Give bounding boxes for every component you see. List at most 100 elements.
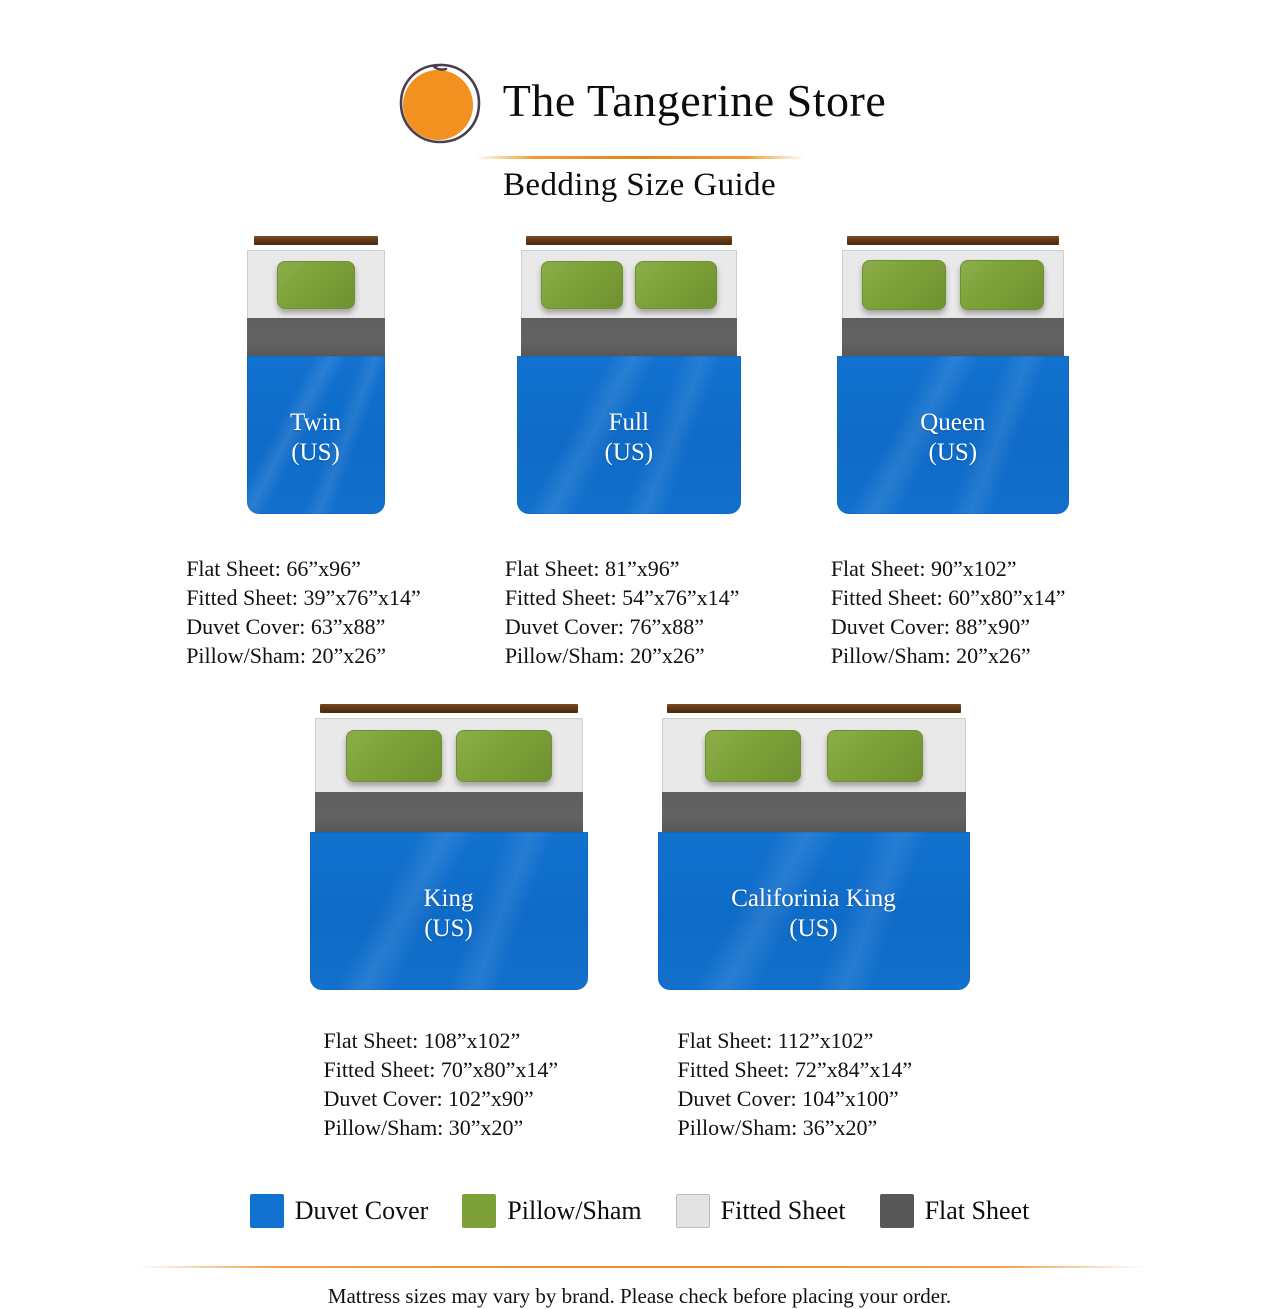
bed-label-twin: Twin (US) (290, 408, 341, 467)
spec-pillow-sham: Pillow/Sham: 36”x20” (677, 1115, 878, 1141)
duvet-cover-king: King (US) (309, 832, 588, 991)
specs-full: Flat Sheet: 81”x96” Fitted Sheet: 54”x76… (505, 554, 741, 670)
specs-twin: Flat Sheet: 66”x96” Fitted Sheet: 39”x76… (186, 554, 421, 670)
duvet-cover-twin: Twin (US) (246, 356, 385, 514)
flat-sheet-band (314, 792, 583, 833)
spec-pillow-sham: Pillow/Sham: 30”x20” (323, 1115, 524, 1141)
spec-fitted-sheet: Fitted Sheet: 39”x76”x14” (186, 585, 421, 611)
spec-duvet-cover: Duvet Cover: 88”x90” (830, 614, 1030, 640)
bed-size-name: Twin (289, 409, 342, 436)
brand-name: The Tangerine Store (502, 75, 887, 126)
pillow-group (316, 719, 582, 792)
footer-divider (134, 1266, 1145, 1269)
pillow-group (248, 251, 384, 318)
bed-size-name: King (423, 885, 474, 913)
bed-illustration-california-king: Califorinia King (US) (657, 704, 970, 991)
spec-duvet-cover: Duvet Cover: 104”x100” (677, 1086, 899, 1112)
pillow-sham (959, 259, 1044, 310)
spec-fitted-sheet: Fitted Sheet: 72”x84”x14” (677, 1057, 913, 1083)
spec-fitted-sheet: Fitted Sheet: 60”x80”x14” (830, 585, 1066, 611)
bed-region: (US) (424, 914, 473, 942)
flat-sheet-band (661, 792, 966, 833)
bed-region: (US) (291, 438, 340, 466)
spec-fitted-sheet: Fitted Sheet: 70”x80”x14” (323, 1057, 559, 1083)
bed-region: (US) (789, 914, 838, 942)
legend-item-duvet-cover: Duvet Cover (249, 1194, 429, 1229)
specs-queen: Flat Sheet: 90”x102” Fitted Sheet: 60”x8… (831, 554, 1069, 670)
spec-fitted-sheet: Fitted Sheet: 54”x76”x14” (504, 585, 740, 611)
fitted-sheet-area (841, 250, 1064, 318)
fitted-sheet-area (314, 718, 583, 793)
pillow-group (843, 251, 1063, 318)
bed-region: (US) (928, 438, 978, 466)
spec-flat-sheet: Flat Sheet: 112”x102” (677, 1028, 874, 1054)
flat-sheet-band (841, 318, 1064, 356)
spec-flat-sheet: Flat Sheet: 66”x96” (186, 556, 361, 581)
pillow-sham (455, 729, 552, 782)
bed-illustration-queen: Queen (US) (836, 236, 1069, 514)
orange-circle-icon (393, 58, 489, 150)
bed-size-name: Califorinia King (731, 885, 896, 913)
bed-card-queen: Queen (US) Flat Sheet: 90”x102” Fitted S… (831, 236, 1069, 670)
pillow-sham (540, 260, 623, 309)
bed-region: (US) (604, 438, 654, 466)
spec-pillow-sham: Pillow/Sham: 20”x26” (186, 643, 387, 669)
flat-sheet-band (520, 318, 737, 356)
spec-flat-sheet: Flat Sheet: 90”x102” (830, 556, 1017, 581)
bed-label-queen: Queen (US) (920, 408, 985, 467)
fitted-sheet-area (661, 718, 966, 793)
bed-illustration-twin: Twin (US) (210, 236, 421, 514)
legend-label: Duvet Cover (294, 1196, 429, 1226)
pillow-sham (826, 729, 923, 782)
fitted-sheet-swatch-icon (675, 1194, 710, 1229)
bed-illustration-full: Full (US) (516, 236, 741, 514)
headboard (319, 704, 578, 714)
pillow-sham (861, 259, 946, 310)
spec-duvet-cover: Duvet Cover: 102”x90” (323, 1086, 534, 1112)
pillow-sham (276, 260, 355, 309)
headboard (525, 236, 732, 245)
spec-pillow-sham: Pillow/Sham: 20”x26” (504, 643, 705, 669)
duvet-cover-california-king: Califorinia King (US) (657, 832, 970, 991)
fitted-sheet-area (520, 250, 737, 318)
bed-card-king: King (US) Flat Sheet: 108”x102” Fitted S… (309, 704, 588, 1142)
specs-california-king: Flat Sheet: 112”x102” Fitted Sheet: 72”x… (678, 1026, 970, 1142)
brand-row: The Tangerine Store (393, 58, 887, 150)
legend-item-pillow-sham: Pillow/Sham (462, 1194, 642, 1229)
footer-note: Mattress sizes may vary by brand. Please… (327, 1284, 952, 1309)
bed-card-california-king: Califorinia King (US) Flat Sheet: 112”x1… (657, 704, 970, 1142)
duvet-cover-swatch-icon (249, 1194, 284, 1229)
bed-size-name: Queen (920, 409, 986, 436)
legend-label: Fitted Sheet (720, 1196, 846, 1226)
pillow-group (522, 251, 736, 318)
headboard (846, 236, 1059, 245)
bed-size-name: Full (608, 409, 649, 436)
bed-card-full: Full (US) Flat Sheet: 81”x96” Fitted She… (505, 236, 741, 670)
flat-sheet-swatch-icon (879, 1194, 914, 1229)
bed-row-bottom: King (US) Flat Sheet: 108”x102” Fitted S… (0, 704, 1279, 1142)
duvet-cover-full: Full (US) (516, 356, 741, 514)
pillow-sham-swatch-icon (462, 1194, 497, 1229)
pillow-sham (704, 729, 801, 782)
title-divider (474, 156, 805, 159)
legend: Duvet Cover Pillow/Sham Fitted Sheet Fla… (0, 1194, 1279, 1229)
spec-pillow-sham: Pillow/Sham: 20”x26” (830, 643, 1031, 669)
bed-label-king: King (US) (424, 884, 474, 943)
headboard (253, 236, 378, 245)
legend-item-fitted-sheet: Fitted Sheet (675, 1194, 846, 1229)
page-title: Bedding Size Guide (503, 167, 776, 203)
legend-label: Pillow/Sham (507, 1196, 642, 1226)
bed-label-full: Full (US) (605, 408, 654, 467)
spec-flat-sheet: Flat Sheet: 108”x102” (323, 1028, 521, 1054)
pillow-sham (345, 729, 442, 782)
pillow-sham (634, 260, 717, 309)
bed-row-top: Twin (US) Flat Sheet: 66”x96” Fitted She… (0, 236, 1279, 670)
bed-illustration-king: King (US) (309, 704, 588, 991)
headboard (666, 704, 961, 714)
spec-duvet-cover: Duvet Cover: 76”x88” (504, 614, 704, 640)
pillow-group (663, 719, 965, 792)
bed-card-twin: Twin (US) Flat Sheet: 66”x96” Fitted She… (186, 236, 421, 670)
flat-sheet-band (246, 318, 385, 356)
spec-duvet-cover: Duvet Cover: 63”x88” (186, 614, 386, 640)
fitted-sheet-area (246, 250, 385, 318)
